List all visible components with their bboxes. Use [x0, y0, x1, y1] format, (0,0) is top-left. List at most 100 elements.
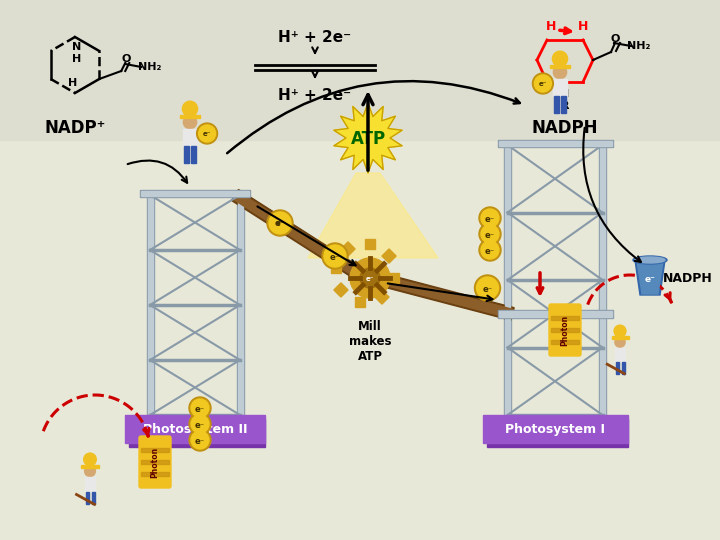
Circle shape — [85, 465, 95, 476]
Circle shape — [615, 337, 625, 347]
Circle shape — [534, 75, 552, 92]
Bar — [561, 96, 566, 113]
Text: H: H — [73, 54, 81, 64]
Bar — [146, 195, 153, 415]
Bar — [0, 0, 720, 140]
Text: e⁻: e⁻ — [366, 276, 374, 282]
Circle shape — [360, 268, 380, 288]
Circle shape — [184, 116, 197, 129]
Circle shape — [533, 73, 554, 94]
Circle shape — [267, 210, 293, 236]
Bar — [125, 415, 265, 443]
Text: H⁺ + 2e⁻: H⁺ + 2e⁻ — [279, 30, 351, 45]
Circle shape — [479, 223, 501, 245]
Polygon shape — [233, 191, 367, 282]
Text: e⁻: e⁻ — [482, 285, 492, 294]
Bar — [334, 283, 348, 297]
Bar — [81, 465, 99, 468]
Text: NH₂: NH₂ — [138, 62, 161, 72]
Polygon shape — [635, 260, 665, 295]
Circle shape — [269, 212, 291, 234]
Text: e⁻: e⁻ — [195, 436, 205, 446]
Circle shape — [199, 125, 216, 142]
Text: R: R — [561, 101, 570, 111]
Circle shape — [350, 258, 390, 298]
Circle shape — [182, 101, 197, 117]
Bar — [551, 340, 579, 344]
Bar — [498, 140, 613, 147]
Bar — [616, 362, 619, 374]
Text: Photon: Photon — [150, 447, 160, 477]
Text: H: H — [578, 21, 588, 33]
Text: e⁻: e⁻ — [195, 404, 205, 414]
Text: e⁻: e⁻ — [485, 246, 495, 255]
Bar — [487, 419, 628, 447]
Text: Photosystem II: Photosystem II — [143, 422, 247, 435]
Polygon shape — [374, 272, 514, 320]
Bar — [551, 328, 579, 332]
Bar — [611, 336, 629, 339]
Bar — [129, 419, 265, 447]
Text: NADP⁺: NADP⁺ — [45, 119, 106, 137]
Circle shape — [84, 453, 96, 465]
Polygon shape — [374, 274, 513, 319]
FancyBboxPatch shape — [549, 304, 581, 356]
Bar — [140, 190, 250, 197]
Circle shape — [474, 275, 500, 301]
Text: e⁻: e⁻ — [539, 82, 547, 87]
Circle shape — [324, 245, 346, 267]
Bar — [615, 348, 625, 362]
Polygon shape — [232, 190, 369, 284]
Bar — [551, 316, 579, 320]
Bar — [238, 195, 243, 415]
Bar — [191, 146, 196, 163]
Text: Mill
makes
ATP: Mill makes ATP — [348, 320, 391, 363]
Text: e⁻: e⁻ — [485, 231, 495, 240]
Bar — [549, 64, 570, 68]
Bar — [184, 146, 189, 163]
Bar — [498, 311, 611, 317]
Text: O: O — [611, 34, 620, 44]
Text: e⁻: e⁻ — [485, 214, 495, 224]
Circle shape — [479, 239, 501, 261]
Text: H: H — [68, 78, 78, 88]
Text: N: N — [560, 89, 570, 99]
Polygon shape — [308, 173, 438, 258]
Text: e⁻: e⁻ — [195, 421, 205, 429]
Bar — [92, 492, 95, 504]
Text: Photon: Photon — [560, 314, 570, 346]
Bar — [498, 141, 611, 146]
Circle shape — [191, 399, 209, 417]
Text: NADPH: NADPH — [663, 272, 713, 285]
Text: O: O — [122, 54, 131, 64]
Bar — [600, 145, 605, 415]
Circle shape — [552, 51, 567, 66]
Text: e⁻: e⁻ — [203, 132, 212, 138]
Circle shape — [479, 207, 501, 229]
Bar — [482, 415, 628, 443]
Circle shape — [191, 415, 209, 433]
FancyBboxPatch shape — [139, 436, 171, 488]
Circle shape — [481, 241, 499, 259]
Bar — [365, 239, 375, 249]
Text: H: H — [546, 21, 556, 33]
Polygon shape — [637, 261, 663, 294]
Circle shape — [189, 397, 211, 419]
Bar — [382, 249, 396, 263]
Bar — [236, 195, 243, 415]
Text: ATP: ATP — [351, 130, 386, 148]
Text: N: N — [73, 42, 81, 52]
Circle shape — [614, 325, 626, 337]
Bar — [184, 129, 197, 146]
Bar — [505, 145, 510, 415]
Circle shape — [477, 277, 498, 299]
Bar — [141, 472, 169, 476]
Bar — [331, 263, 341, 273]
Bar — [341, 242, 355, 256]
Text: H⁺ + 2e⁻: H⁺ + 2e⁻ — [279, 87, 351, 103]
Text: NADPH: NADPH — [532, 119, 598, 137]
Bar — [141, 460, 169, 464]
Text: e⁻: e⁻ — [276, 220, 284, 226]
Bar — [389, 273, 399, 283]
Text: e⁻: e⁻ — [330, 253, 340, 261]
